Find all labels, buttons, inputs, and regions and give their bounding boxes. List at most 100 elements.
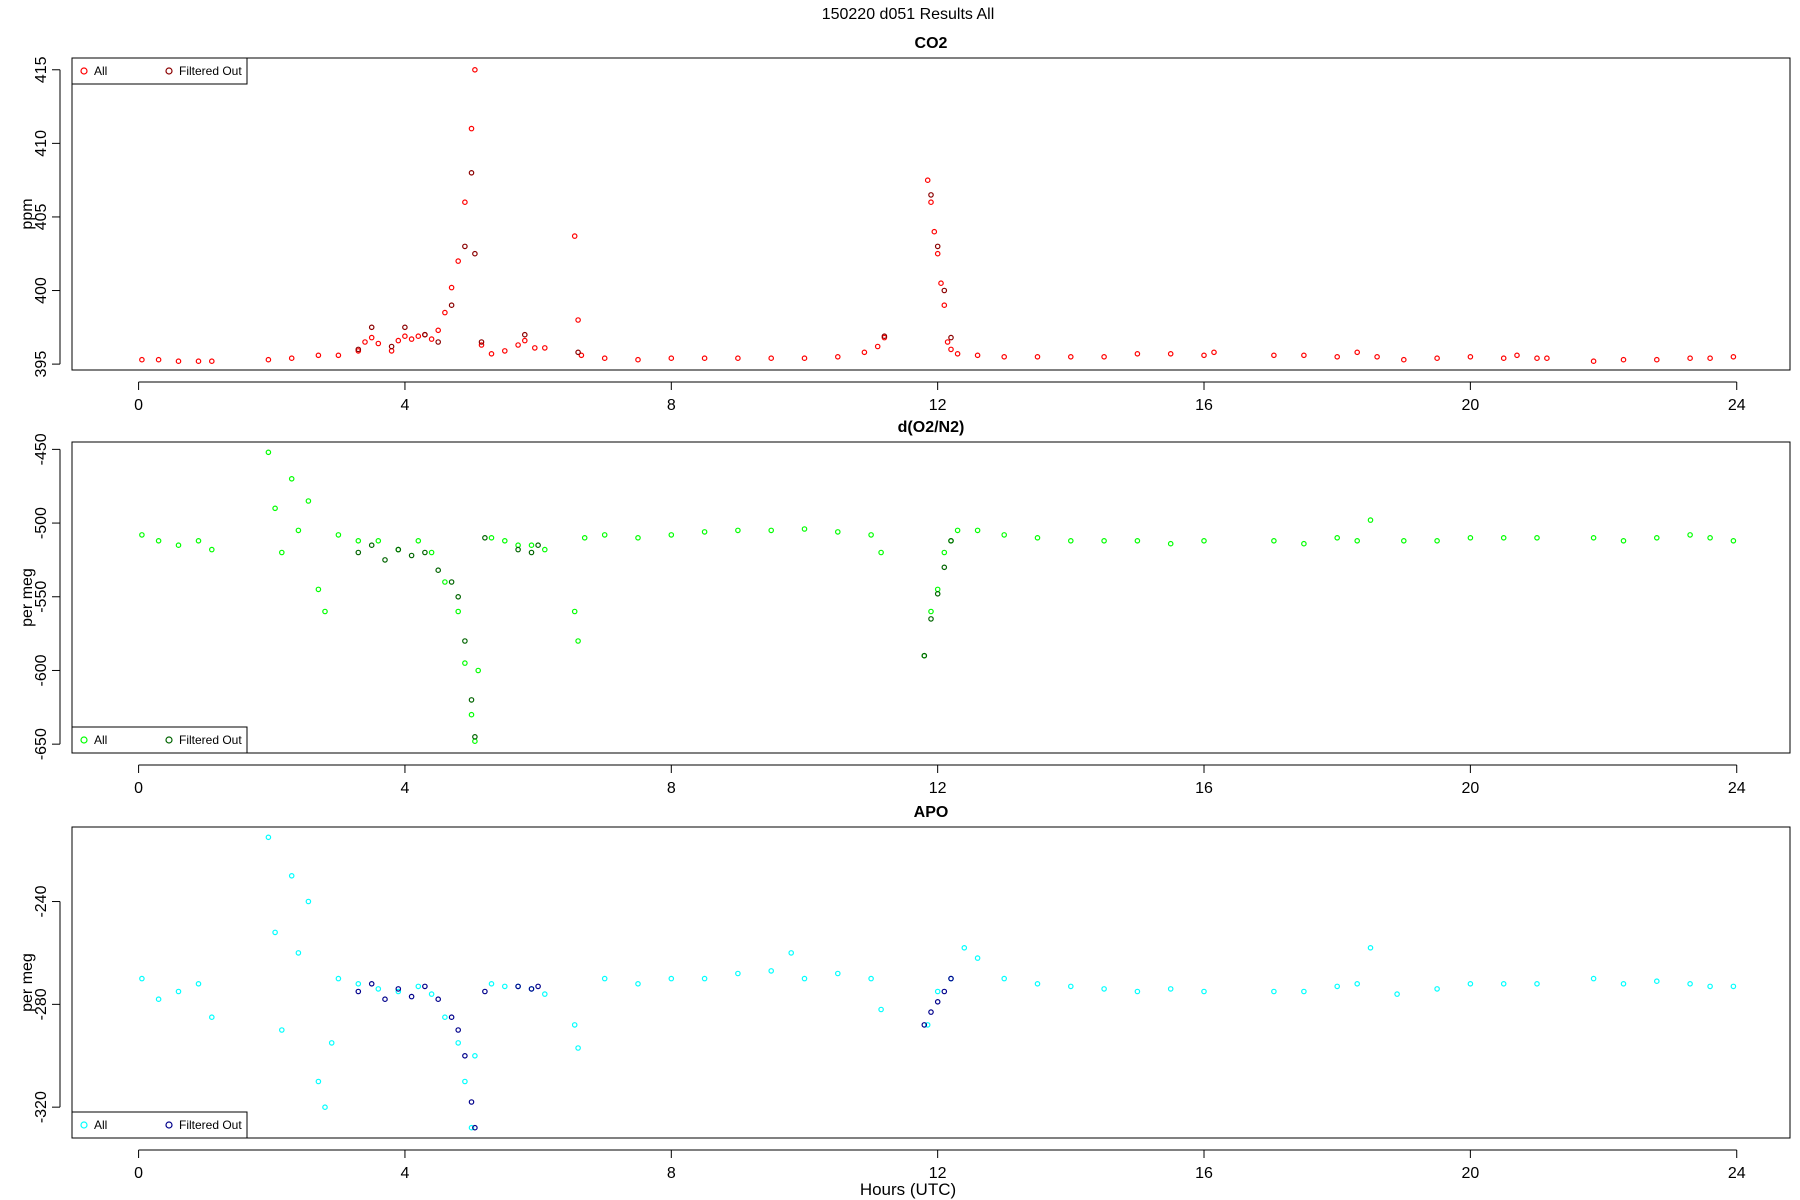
legend-marker — [80, 736, 88, 744]
data-point — [921, 652, 928, 659]
data-point — [209, 358, 215, 365]
data-point — [571, 233, 578, 239]
chart-panel-3: APO 0 4 8 12 16 20 24 -240 -280 -320 per meg All Filt… — [19, 804, 1791, 1182]
data-point — [878, 549, 884, 556]
data-point — [928, 608, 934, 615]
data-point — [1467, 353, 1474, 360]
data-point — [288, 872, 295, 879]
data-point — [948, 975, 954, 982]
data-point — [155, 537, 162, 544]
data-point — [1001, 975, 1008, 982]
y-tick-label: 395 — [33, 351, 50, 378]
data-point — [1001, 353, 1008, 360]
data-point — [1134, 537, 1141, 544]
data-point — [422, 983, 428, 990]
data-point — [355, 980, 362, 987]
data-point — [335, 532, 342, 538]
data-point — [448, 579, 455, 585]
data-point — [1134, 350, 1141, 357]
data-point — [272, 929, 278, 936]
data-point — [1467, 534, 1474, 541]
data-point — [422, 549, 428, 556]
data-point — [788, 950, 795, 956]
legend: All Filtered Out — [71, 57, 248, 85]
legend: All Filtered Out — [71, 726, 248, 754]
data-point — [435, 567, 442, 574]
data-point — [175, 542, 182, 549]
data-point — [209, 546, 215, 553]
data-point — [941, 549, 948, 556]
data-point — [388, 343, 395, 350]
data-point — [408, 552, 415, 559]
series-filtered-out — [355, 534, 954, 740]
data-point — [635, 356, 641, 363]
data-point — [948, 346, 954, 353]
data-point — [355, 537, 362, 544]
data-point — [478, 339, 485, 345]
data-point — [1654, 978, 1660, 985]
legend-marker — [80, 1121, 88, 1129]
data-point — [1620, 980, 1627, 987]
data-point — [442, 1014, 448, 1021]
data-point — [668, 975, 675, 982]
y-axis-label: per meg — [19, 568, 36, 627]
y-axis-label: per meg — [19, 953, 36, 1012]
data-point — [1354, 537, 1361, 544]
data-point — [435, 996, 442, 1003]
data-point — [1590, 534, 1597, 541]
data-point — [382, 557, 388, 563]
data-point — [305, 498, 312, 504]
data-point — [488, 980, 495, 987]
data-point — [735, 527, 741, 534]
chart-panel-2: d(O2/N2) 0 4 8 12 16 20 24 -450 -500 -550 -600 -650 p… — [19, 419, 1791, 797]
data-point — [1334, 983, 1341, 990]
data-point — [402, 333, 408, 340]
data-point — [462, 199, 468, 206]
x-tick-label: 16 — [1195, 1165, 1213, 1182]
data-point — [455, 593, 462, 600]
x-tick-label: 0 — [134, 780, 143, 797]
x-tick-label: 16 — [1195, 780, 1213, 797]
data-point — [1434, 355, 1440, 362]
data-point — [139, 975, 145, 982]
data-point — [571, 608, 578, 615]
data-point — [934, 998, 941, 1005]
data-point — [941, 564, 948, 571]
data-point — [948, 537, 954, 544]
legend-marker — [165, 67, 173, 75]
data-point — [375, 986, 382, 992]
data-point — [1687, 532, 1693, 538]
data-point — [501, 983, 508, 990]
data-point — [575, 349, 581, 356]
data-point — [934, 250, 941, 257]
data-point — [472, 733, 478, 740]
x-axis-label: Hours (UTC) — [860, 1180, 956, 1199]
data-point — [735, 355, 741, 362]
data-point — [428, 991, 435, 997]
data-point — [768, 527, 775, 534]
data-point — [435, 339, 442, 345]
data-point — [278, 549, 285, 556]
data-point — [541, 345, 548, 351]
data-point — [1201, 537, 1207, 544]
data-point — [382, 996, 388, 1003]
legend-label: Filtered Out — [179, 1118, 242, 1132]
data-point — [941, 988, 948, 995]
plot-frame — [71, 441, 1791, 754]
data-point — [1500, 534, 1507, 541]
data-point — [368, 980, 375, 987]
data-point — [428, 549, 435, 556]
data-point — [1034, 980, 1041, 987]
data-point — [139, 356, 145, 363]
data-point — [578, 352, 585, 359]
data-point — [472, 250, 478, 257]
data-point — [881, 333, 888, 340]
data-point — [468, 697, 475, 703]
data-point — [1707, 355, 1713, 362]
data-point — [701, 975, 708, 982]
data-point — [265, 834, 272, 841]
x-tick-label: 8 — [667, 397, 676, 414]
data-point — [1620, 537, 1627, 544]
data-point — [335, 352, 342, 359]
data-point — [1654, 356, 1660, 363]
